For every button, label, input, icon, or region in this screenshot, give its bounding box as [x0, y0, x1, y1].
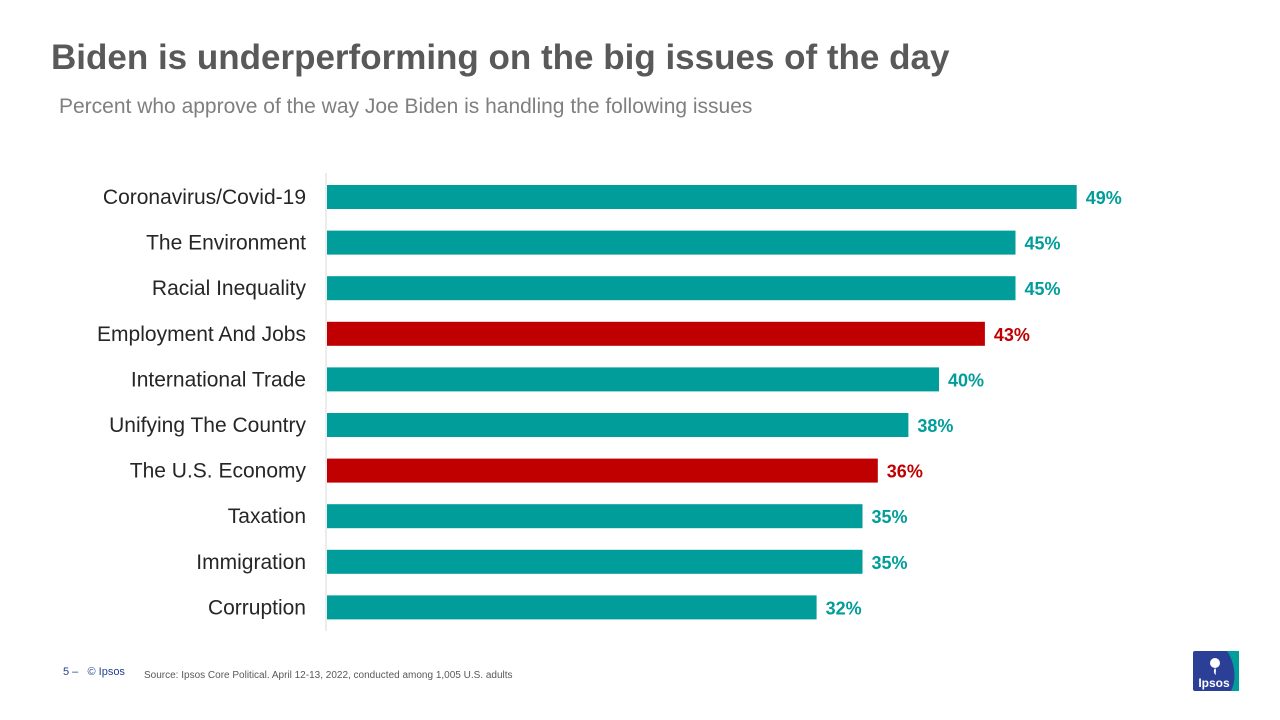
data-label: 32%: [826, 598, 862, 618]
page-title: Biden is underperforming on the big issu…: [51, 38, 950, 77]
bar: [327, 230, 1016, 255]
category-label: Employment And Jobs: [97, 323, 306, 346]
category-label: Immigration: [196, 551, 306, 574]
data-label: 35%: [872, 507, 908, 527]
category-label: Taxation: [228, 505, 306, 528]
category-label: Corruption: [208, 596, 306, 619]
bar: [327, 595, 817, 620]
category-label: The Environment: [146, 232, 306, 255]
chart-subtitle: Percent who approve of the way Joe Biden…: [59, 95, 753, 118]
bar: [327, 367, 939, 392]
category-label: The U.S. Economy: [130, 460, 307, 483]
bar: [327, 458, 878, 483]
source-note: Source: Ipsos Core Political. April 12-1…: [144, 670, 513, 681]
ipsos-logo: Ipsos: [1193, 651, 1239, 691]
data-label: 35%: [872, 553, 908, 573]
data-label: 45%: [1025, 234, 1061, 254]
data-label: 40%: [948, 370, 984, 390]
category-label: Racial Inequality: [152, 277, 307, 300]
data-label: 49%: [1086, 188, 1122, 208]
bar: [327, 413, 909, 437]
copyright: © Ipsos: [87, 666, 125, 678]
bar: [327, 504, 863, 529]
data-label: 38%: [917, 416, 953, 436]
data-label: 43%: [994, 325, 1030, 345]
page-number: 5 –: [63, 666, 79, 678]
category-label: International Trade: [131, 368, 306, 391]
data-label: 45%: [1025, 279, 1061, 299]
logo-swoosh: [1227, 651, 1239, 691]
logo-dot-tail: [1213, 668, 1216, 675]
category-label: Unifying The Country: [109, 414, 306, 437]
logo-text: Ipsos: [1198, 676, 1230, 690]
bar: [327, 185, 1077, 209]
logo-box: [1193, 651, 1239, 691]
category-label: Coronavirus/Covid-19: [103, 186, 306, 209]
bar: [327, 549, 863, 574]
footer-page-info: 5 – © Ipsos: [63, 666, 125, 678]
data-label: 36%: [887, 462, 923, 482]
logo-dot: [1210, 658, 1220, 668]
bar: [327, 321, 985, 346]
bar: [327, 276, 1016, 301]
